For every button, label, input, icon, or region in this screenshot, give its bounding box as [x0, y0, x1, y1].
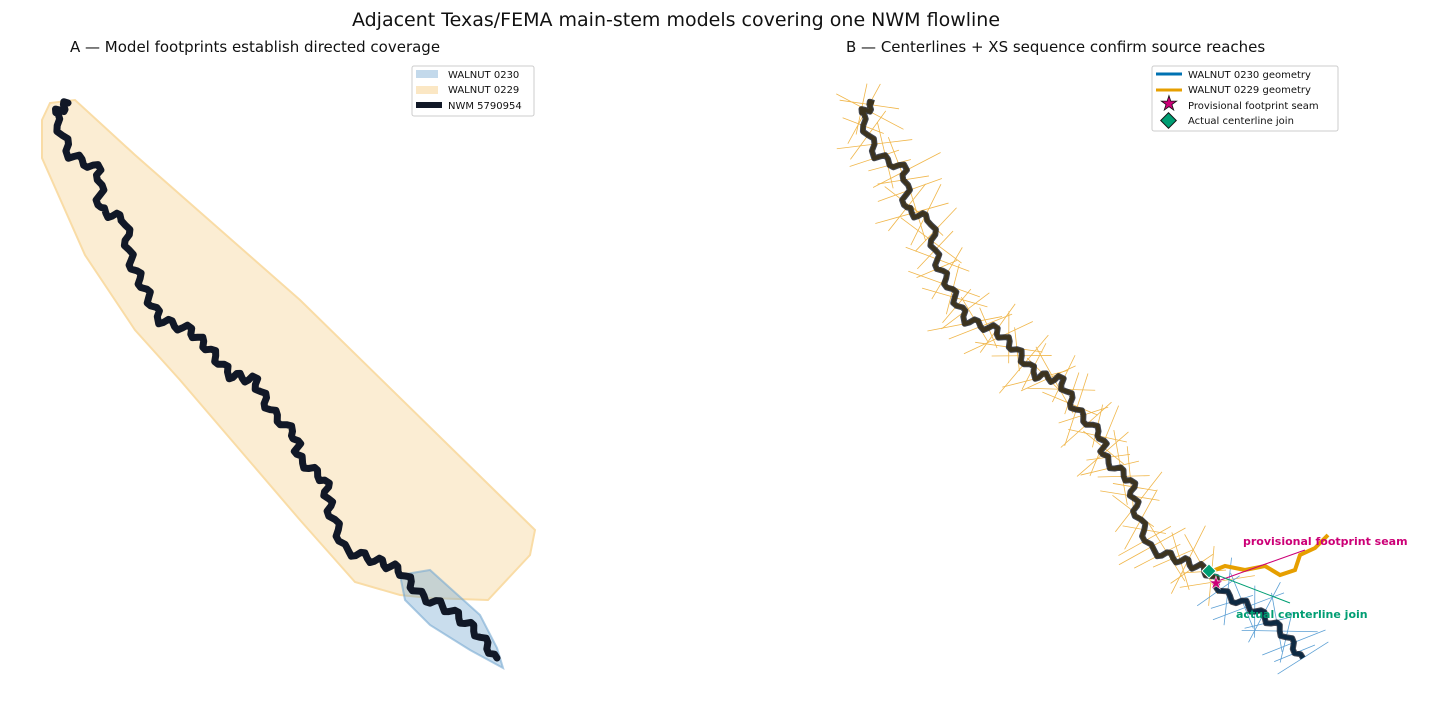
nwm-flowline [52, 98, 501, 662]
legend: WALNUT 0230 WALNUT 0229 NWM 5790954 [411, 65, 535, 117]
panel-b [836, 83, 1330, 675]
annotation-arrow [1208, 571, 1291, 604]
annotation: provisional footprint seam [1243, 535, 1408, 548]
legend: WALNUT 0230 geometry WALNUT 0229 geometr… [1151, 65, 1339, 132]
panel-title: B — Centerlines + XS sequence confirm so… [846, 38, 1265, 56]
figure-title: Adjacent Texas/FEMA main-stem models cov… [352, 9, 1000, 31]
legend-label: WALNUT 0229 [448, 85, 519, 96]
panel-title: A — Model footprints establish directed … [70, 38, 440, 56]
panel-a [41, 98, 537, 671]
centerline-join [1201, 563, 1217, 579]
legend-swatch [1160, 112, 1177, 129]
legend-box [1151, 65, 1339, 132]
legend-label: WALNUT 0229 geometry [1188, 85, 1311, 96]
legend-swatch [416, 86, 438, 94]
legend-swatch: ★ [1160, 91, 1178, 115]
legend-label: Provisional footprint seam [1188, 101, 1319, 112]
legend-label: NWM 5790954 [448, 101, 522, 112]
geometry-0229 [859, 99, 1220, 588]
legend-label: WALNUT 0230 geometry [1188, 70, 1311, 81]
legend-box [411, 65, 535, 117]
legend-label: Actual centerline join [1188, 116, 1294, 127]
footprint-seam: ★ [1208, 573, 1224, 594]
annotation: actual centerline join [1236, 608, 1368, 621]
legend-label: WALNUT 0230 [448, 70, 519, 81]
legend-swatch [416, 70, 438, 78]
footprint-0229 [41, 98, 537, 602]
annotation-arrow [1214, 549, 1306, 583]
annotations: ★ provisional footprint seam actual cent… [1201, 535, 1408, 621]
geometry-0229-branch [1209, 533, 1330, 578]
